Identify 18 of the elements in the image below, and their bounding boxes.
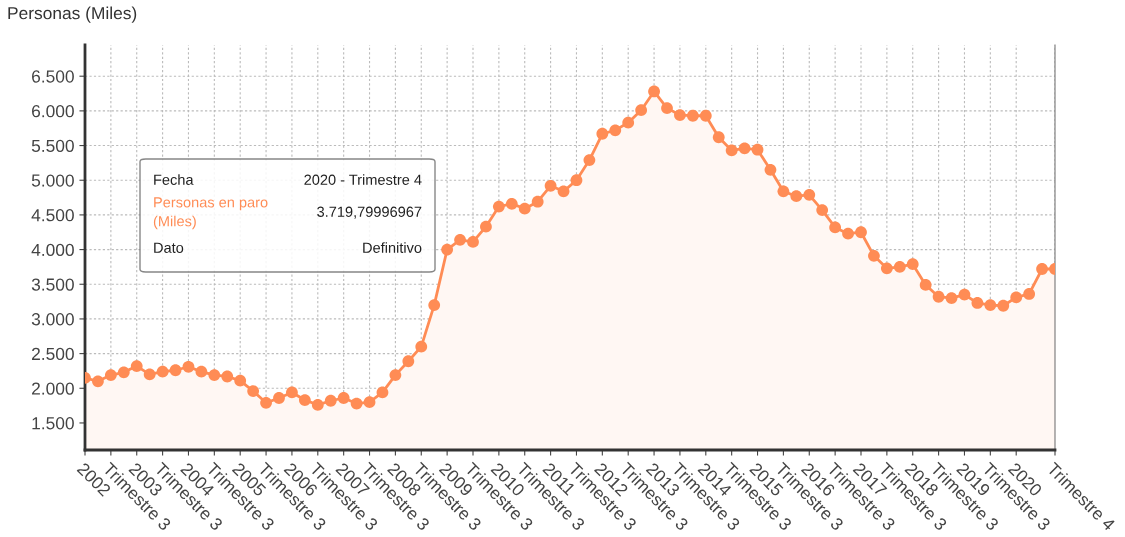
y-axis-title: Personas (Miles) [8, 6, 137, 23]
y-tick-label: 3.500 [31, 278, 74, 291]
annotation: Definitivo [363, 242, 422, 253]
y-tick-label: 2.500 [32, 347, 74, 361]
annotation: 2020 - Trimestre 4 [304, 174, 422, 185]
y-tick-label: 3.000 [31, 313, 74, 326]
y-tick-label: 2.000 [32, 382, 74, 395]
annotation: Fecha [154, 174, 194, 185]
text: Personas en paro (Miles) [153, 197, 268, 230]
y-tick-label: 6.000 [32, 105, 74, 118]
annotation: Dato [154, 242, 184, 253]
y-tick-label: 1.500 [32, 417, 74, 430]
y-tick-label: 4.500 [31, 209, 74, 222]
y-tick-label: 6.500 [32, 70, 74, 83]
y-tick-label: 4.000 [31, 243, 74, 257]
annotation: 3.719,79996967 [317, 206, 422, 219]
y-tick-label: 5.500 [31, 139, 74, 153]
y-tick-label: 5.000 [31, 174, 74, 187]
